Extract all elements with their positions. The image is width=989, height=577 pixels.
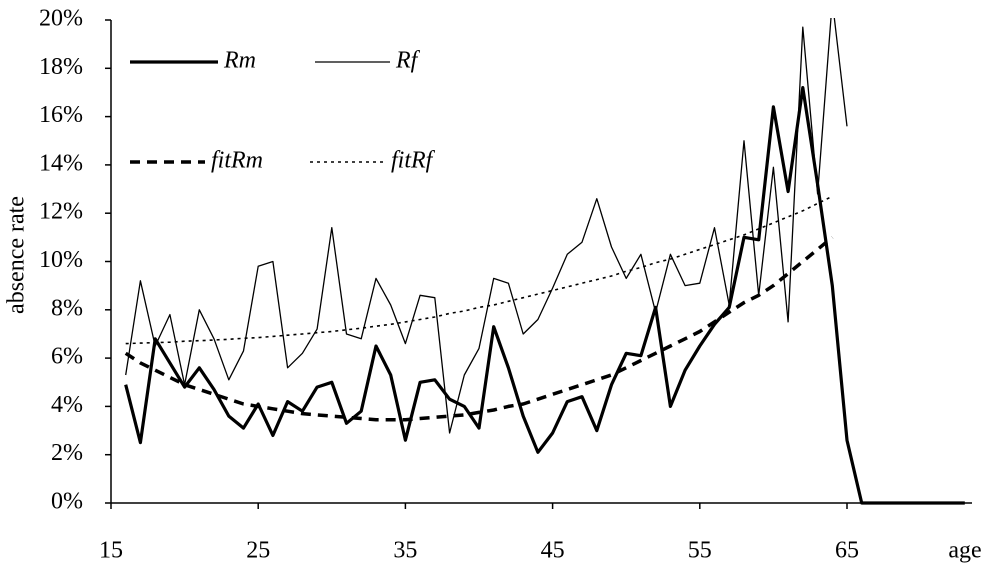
x-axis-label: age (948, 538, 981, 564)
legend-label: fitRf (391, 148, 436, 174)
series-line (125, 195, 833, 345)
y-tick-label: 2% (51, 440, 83, 466)
x-tick-label: 55 (688, 538, 712, 564)
x-tick-label: 15 (99, 538, 123, 564)
legend-label: Rf (395, 48, 421, 74)
y-tick-label: 8% (51, 295, 83, 321)
y-tick-label: 6% (51, 344, 83, 370)
y-tick-label: 16% (39, 102, 83, 128)
y-tick-label: 14% (39, 150, 83, 176)
x-tick-label: 35 (393, 538, 417, 564)
legend-label: fitRm (211, 148, 263, 174)
y-tick-label: 4% (51, 392, 83, 418)
y-tick-label: 10% (39, 247, 83, 273)
y-tick-label: 12% (39, 199, 83, 225)
x-tick-label: 25 (246, 538, 270, 564)
y-tick-label: 18% (39, 54, 83, 80)
y-tick-label: 0% (51, 489, 83, 515)
x-tick-label: 65 (835, 538, 859, 564)
series-line (124, 86, 965, 505)
y-tick-label: 20% (39, 6, 83, 32)
series-line (124, 235, 834, 422)
series-line (125, 18, 848, 434)
plot-area (124, 18, 965, 505)
x-tick-label: 45 (541, 538, 565, 564)
legend-label: Rm (223, 48, 256, 74)
y-axis-label: absence rate (4, 196, 30, 314)
